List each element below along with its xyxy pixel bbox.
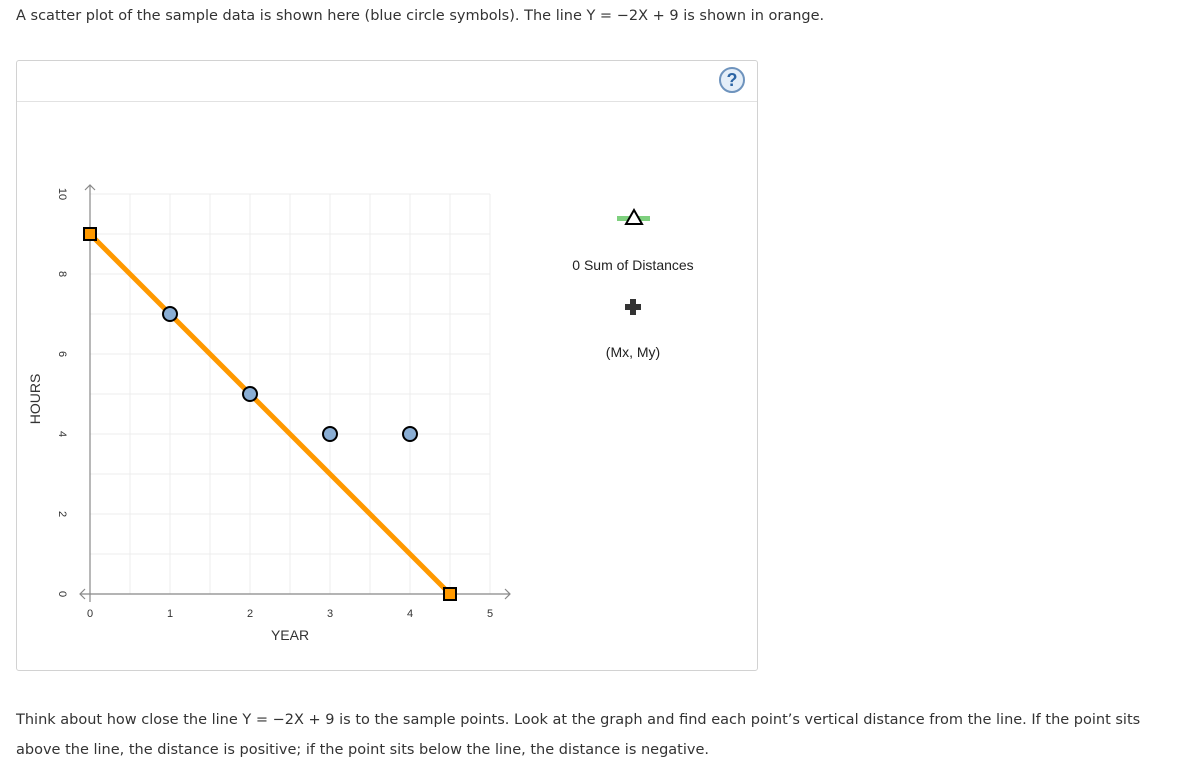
- x-axis-arrow-right-icon: [504, 588, 511, 600]
- x-tick-label: 5: [487, 608, 493, 620]
- question-mark-icon[interactable]: ?: [719, 67, 745, 93]
- data-point[interactable]: [402, 426, 418, 442]
- x-tick-label: 4: [407, 608, 413, 620]
- y-axis-title: HOURS: [27, 374, 43, 425]
- data-point[interactable]: [242, 386, 258, 402]
- y-tick-label: 0: [56, 591, 68, 597]
- intro-text: A scatter plot of the sample data is sho…: [16, 8, 825, 24]
- data-points[interactable]: [162, 306, 418, 442]
- x-axis-arrow-left-icon: [79, 588, 86, 600]
- plus-horizontal: [625, 304, 641, 310]
- x-tick-label: 1: [167, 608, 173, 620]
- instructions-text: Think about how close the line Y = −2X +…: [16, 712, 1141, 758]
- x-tick-label: 3: [327, 608, 333, 620]
- triangle-marker-icon[interactable]: [617, 207, 650, 225]
- sum-of-distances-label: 0 Sum of Distances: [572, 257, 693, 273]
- x-tick-label: 2: [247, 608, 253, 620]
- y-axis-arrow-icon: [84, 184, 96, 191]
- line-endpoint-handle[interactable]: [83, 227, 97, 241]
- y-tick-label: 4: [56, 431, 68, 437]
- y-tick-label: 2: [56, 511, 68, 517]
- y-tick-label: 10: [56, 188, 68, 200]
- fit-line[interactable]: [88, 232, 452, 596]
- data-point[interactable]: [162, 306, 178, 322]
- fit-line-group[interactable]: [83, 227, 457, 601]
- triangle-marker-shape: [624, 207, 644, 225]
- midpoint-label: (Mx, My): [606, 344, 660, 360]
- data-point[interactable]: [322, 426, 338, 442]
- y-tick-label: 8: [56, 271, 68, 277]
- x-tick-label: 0: [87, 608, 93, 620]
- panel-header: ?: [17, 61, 757, 102]
- x-axis-title: YEAR: [271, 627, 309, 643]
- plus-icon[interactable]: [625, 299, 641, 315]
- axes: 0 1 2 3 4 5 0 2 4 6 8 10 YEAR HOURS: [27, 184, 511, 643]
- line-endpoint-handle[interactable]: [443, 587, 457, 601]
- y-tick-label: 6: [56, 351, 68, 357]
- grid: [90, 193, 491, 594]
- graph-panel: ?: [16, 60, 758, 671]
